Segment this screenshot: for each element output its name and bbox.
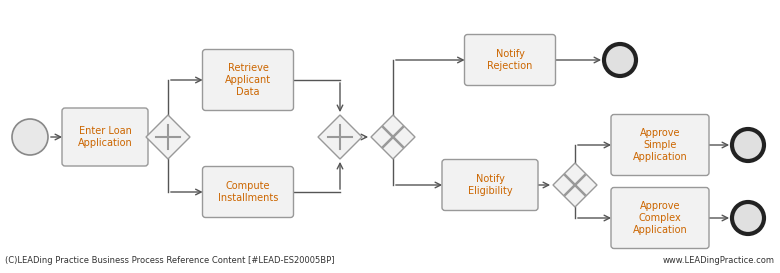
- Text: Approve
Simple
Application: Approve Simple Application: [633, 127, 687, 162]
- Text: Notify
Eligibility: Notify Eligibility: [468, 174, 512, 196]
- FancyBboxPatch shape: [203, 167, 293, 218]
- Polygon shape: [371, 115, 415, 159]
- Polygon shape: [553, 163, 597, 207]
- Text: (C)LEADing Practice Business Process Reference Content [#LEAD-ES20005BP]: (C)LEADing Practice Business Process Ref…: [5, 256, 335, 265]
- Text: Enter Loan
Application: Enter Loan Application: [78, 126, 133, 148]
- Text: Compute
Installments: Compute Installments: [218, 181, 278, 203]
- Circle shape: [732, 129, 764, 161]
- FancyBboxPatch shape: [465, 34, 555, 85]
- Circle shape: [732, 202, 764, 234]
- Circle shape: [12, 119, 48, 155]
- Polygon shape: [146, 115, 190, 159]
- Polygon shape: [318, 115, 362, 159]
- Text: Notify
Rejection: Notify Rejection: [488, 49, 533, 71]
- FancyBboxPatch shape: [442, 159, 538, 210]
- FancyBboxPatch shape: [611, 188, 709, 248]
- FancyBboxPatch shape: [203, 49, 293, 111]
- FancyBboxPatch shape: [62, 108, 148, 166]
- Text: www.LEADingPractice.com: www.LEADingPractice.com: [663, 256, 775, 265]
- Circle shape: [604, 44, 636, 76]
- FancyBboxPatch shape: [611, 114, 709, 176]
- Text: Approve
Complex
Application: Approve Complex Application: [633, 201, 687, 235]
- Text: Retrieve
Applicant
Data: Retrieve Applicant Data: [225, 63, 271, 97]
